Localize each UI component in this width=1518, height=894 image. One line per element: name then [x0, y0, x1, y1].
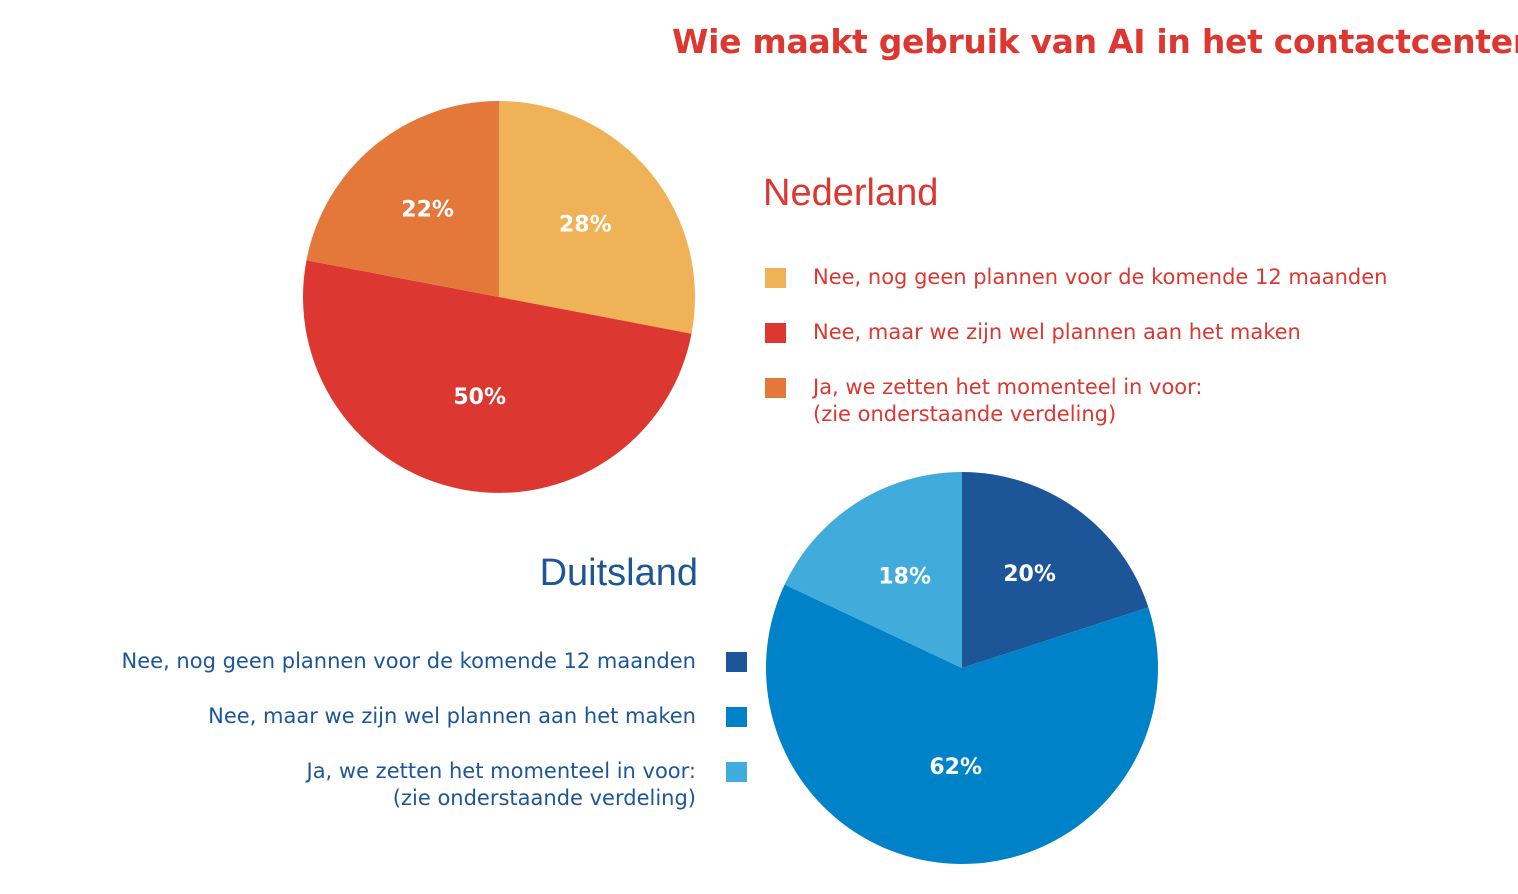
slice-label: 20% — [1003, 562, 1056, 587]
chart-title-duitsland: Duitsland — [539, 552, 698, 594]
legend-label: Ja, we zetten het momenteel in voor: (zi… — [306, 759, 697, 810]
legend-label: Nee, maar we zijn wel plannen aan het ma… — [813, 320, 1301, 344]
pie-slice — [962, 472, 1149, 668]
legend-item: Ja, we zetten het momenteel in voor: (zi… — [765, 374, 1387, 428]
legend-label: Nee, maar we zijn wel plannen aan het ma… — [208, 704, 696, 728]
pie-slice — [784, 472, 962, 668]
slice-label: 28% — [559, 213, 612, 238]
legend-item: Nee, nog geen plannen voor de komende 12… — [765, 264, 1387, 291]
legend-item: Ja, we zetten het momenteel in voor: (zi… — [122, 758, 747, 812]
legend-swatch — [765, 268, 786, 288]
legend-item: Nee, maar we zijn wel plannen aan het ma… — [765, 319, 1387, 346]
legend-label: Nee, nog geen plannen voor de komende 12… — [813, 265, 1388, 289]
pie-slice — [499, 101, 695, 334]
pie-chart-nederland: 28% 50% 22% — [303, 101, 695, 493]
legend-nederland: Nee, nog geen plannen voor de komende 12… — [765, 264, 1387, 456]
chart-title-nederland: Nederland — [763, 172, 939, 214]
legend-swatch — [765, 378, 786, 398]
legend-swatch — [726, 707, 747, 727]
legend-item: Nee, maar we zijn wel plannen aan het ma… — [122, 703, 747, 730]
legend-swatch — [726, 762, 747, 782]
pie-slice — [303, 260, 692, 493]
pie-slice — [306, 101, 499, 297]
pie-slice — [766, 584, 1158, 864]
legend-duitsland: Nee, nog geen plannen voor de komende 12… — [121, 648, 747, 840]
legend-label: Nee, nog geen plannen voor de komende 12… — [121, 649, 696, 673]
pie-chart-duitsland: 20% 62% 18% — [766, 472, 1158, 864]
legend-swatch — [726, 652, 747, 672]
slice-label: 50% — [453, 385, 506, 410]
legend-label: Ja, we zetten het momenteel in voor: (zi… — [813, 375, 1203, 426]
slice-label: 62% — [929, 755, 982, 780]
page-title: Wie maakt gebruik van AI in het contactc… — [672, 22, 1518, 61]
legend-item: Nee, nog geen plannen voor de komende 12… — [121, 648, 747, 675]
legend-swatch — [765, 323, 786, 343]
slice-label: 22% — [401, 198, 454, 223]
slice-label: 18% — [878, 565, 931, 590]
